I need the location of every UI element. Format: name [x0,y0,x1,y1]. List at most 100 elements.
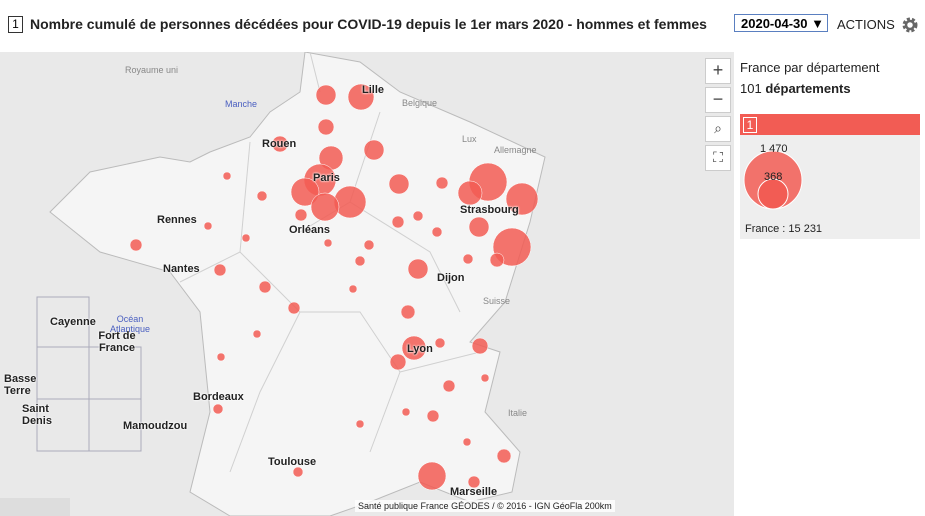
department-bubble[interactable] [294,208,308,222]
department-bubble[interactable] [203,221,213,231]
zoom-in[interactable]: + [705,58,731,84]
department-bubble[interactable] [462,253,474,265]
department-bubble[interactable] [468,216,490,238]
department-bubble[interactable] [292,466,304,478]
legend-circle-min [757,178,789,210]
department-bubble[interactable] [467,475,481,489]
department-bubble[interactable] [256,190,268,202]
search[interactable]: ⌕ [705,116,731,142]
department-bubble[interactable] [363,139,385,161]
department-bubble[interactable] [222,171,232,181]
actions-button[interactable]: ACTIONS [837,17,895,32]
department-bubble[interactable] [348,284,358,294]
country-label: Suisse [483,296,511,306]
department-bubble[interactable] [287,301,301,315]
legend-title: France par département [740,60,880,75]
department-bubble[interactable] [354,255,366,267]
city-label: Orléans [289,224,330,236]
department-bubble[interactable] [434,337,446,349]
department-bubble[interactable] [480,373,490,383]
date-select[interactable]: 2020-04-30 ▼ [734,14,828,32]
country-label: Royaume uni [125,65,179,75]
department-bubble[interactable] [290,177,320,207]
department-bubble[interactable] [389,353,407,371]
country-label: Italie [508,408,528,418]
department-bubble[interactable] [431,226,443,238]
count-value: 101 [740,81,762,96]
zoom-out[interactable]: − [705,87,731,113]
department-bubble[interactable] [489,252,505,268]
city-label: Mamoudzou [123,420,188,432]
city-label: Saint Denis [22,403,52,427]
department-bubble[interactable] [323,238,333,248]
city-label: Fort de France [98,330,136,354]
city-label: Dijon [437,272,465,284]
city-label: Cayenne [50,316,96,328]
department-bubble[interactable] [400,304,416,320]
dropdown-arrow: ▼ [811,16,824,31]
map-canvas [0,52,546,516]
department-bubble[interactable] [457,180,483,206]
city-label: Rennes [157,214,197,226]
legend-count: 101 départements [740,81,851,96]
department-bubble[interactable] [435,176,449,190]
overview-toggle[interactable] [0,498,70,516]
city-label: Basse Terre [4,373,37,397]
legend-circles [743,150,803,210]
department-bubble[interactable] [212,403,224,415]
department-bubble[interactable] [213,263,227,277]
department-bubble[interactable] [462,437,472,447]
sea-label: Manche [224,99,258,109]
city-label: Rouen [262,138,297,150]
department-bubble[interactable] [271,135,289,153]
legend: 1 1 470 368 France : 15 231 [740,114,920,239]
department-bubble[interactable] [388,173,410,195]
country-label: Allemagne [494,145,537,155]
city-label: Nantes [163,263,200,275]
department-bubble[interactable] [129,238,143,252]
city-label: Paris [313,172,340,184]
department-bubble[interactable] [317,118,335,136]
department-bubble[interactable] [401,407,411,417]
department-bubble[interactable] [216,352,226,362]
department-bubble[interactable] [471,337,489,355]
country-label: Lux [462,134,477,144]
department-bubble[interactable] [407,258,429,280]
department-bubble[interactable] [442,379,456,393]
legend-max-label: 1 470 [760,143,788,155]
department-bubble[interactable] [252,329,262,339]
city-label: Marseille [450,486,498,498]
department-bubble[interactable] [505,182,539,216]
city-label: Toulouse [268,456,317,468]
scale-label: 200km [584,501,612,511]
department-bubble[interactable] [363,239,375,251]
sea-label: Océan Atlantique [109,314,151,334]
department-bubble[interactable] [426,409,440,423]
department-bubble[interactable] [496,448,512,464]
legend-total: France : 15 231 [745,223,823,235]
map[interactable]: + − ⌕ ⛶ Lille Rouen Paris Rennes Orléans Stra… [0,52,734,516]
attribution: Santé publique France GÉODES / © 2016 - … [355,500,615,512]
department-bubble[interactable] [241,233,251,243]
department-bubble[interactable] [310,192,340,222]
city-label: Bordeaux [193,391,244,403]
department-bubble[interactable] [412,210,424,222]
fullscreen[interactable]: ⛶ [705,145,731,171]
city-label: Lille [362,84,385,96]
count-label: départements [765,81,851,96]
settings-icon[interactable] [900,15,920,35]
department-bubble[interactable] [315,84,337,106]
layer-index: 1 [8,16,23,33]
department-bubble[interactable] [355,419,365,429]
department-bubble[interactable] [258,280,272,294]
department-bubble[interactable] [333,185,367,219]
legend-header: 1 [740,114,920,135]
legend-index: 1 [743,117,757,133]
country-label: Belgique [402,98,438,108]
department-bubble[interactable] [391,215,405,229]
legend-min-label: 368 [764,171,783,183]
department-bubble[interactable] [401,335,427,361]
department-bubble[interactable] [347,83,375,111]
department-bubble[interactable] [417,461,447,491]
